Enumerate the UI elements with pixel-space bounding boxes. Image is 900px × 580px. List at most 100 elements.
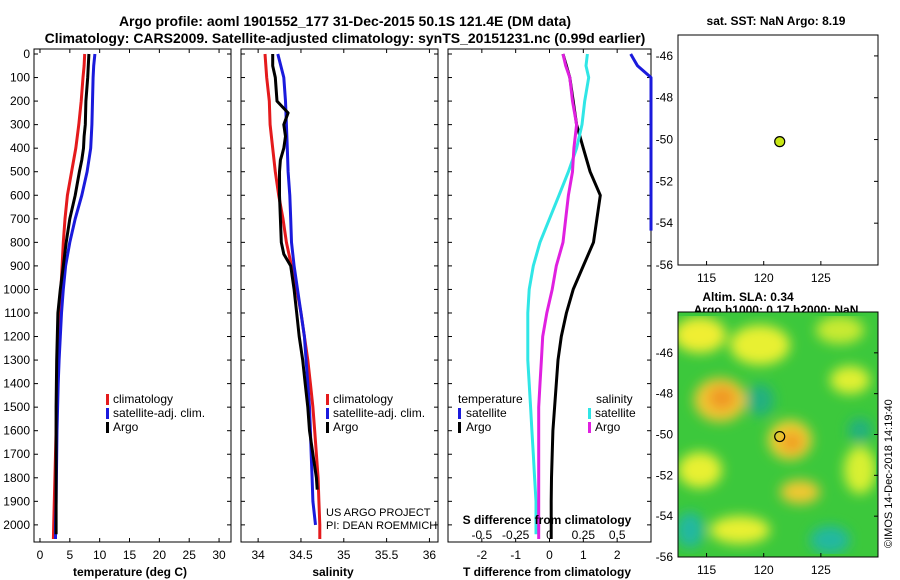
x2-tick-label: -0.25 <box>502 528 530 542</box>
header-line-2: Climatology: CARS2009. Satellite-adjuste… <box>45 30 646 46</box>
legend-swatch-t-argo <box>458 422 461 433</box>
heatmap-blobs <box>678 316 876 554</box>
legend-swatch-climatology <box>326 394 329 405</box>
y-tick-label: -52 <box>656 468 674 482</box>
difference-legend: temperature satellite Argo salinity sate… <box>458 392 636 434</box>
legend-swatch-argo <box>106 422 109 433</box>
legend-temperature-title: temperature <box>458 392 523 406</box>
y-tick-label: -56 <box>656 550 674 564</box>
x-tick-label: 2 <box>614 548 621 562</box>
y-tick-label: -50 <box>656 133 674 147</box>
legend-salinity-title: salinity <box>596 392 633 406</box>
y-tick-label: -46 <box>656 49 674 63</box>
series-line <box>54 53 97 539</box>
sst-map-title: sat. SST: NaN Argo: 8.19 <box>707 14 846 28</box>
credit-pi: PI: DEAN ROEMMICH <box>326 520 437 532</box>
x-tick-label: 125 <box>811 271 831 285</box>
legend-s-satellite: satellite <box>595 406 636 420</box>
x-tick-label: 15 <box>123 548 137 562</box>
series-line <box>526 53 591 535</box>
y-tick-label: -54 <box>656 216 674 230</box>
depth-tick-label: 900 <box>10 259 30 273</box>
salinity-panel-frame <box>240 48 439 543</box>
depth-tick-label: 1400 <box>3 377 30 391</box>
y-tick-label: -48 <box>656 387 674 401</box>
x-tick-label: 0 <box>37 548 44 562</box>
legend-s-argo: Argo <box>595 420 621 434</box>
y-tick-label: -52 <box>656 174 674 188</box>
x-tick-label: 35 <box>337 548 351 562</box>
depth-axis: 0 100 200 300 400 500 600 700 800 900 1000 1100 1200… <box>3 47 651 532</box>
depth-tick-label: 1600 <box>3 424 30 438</box>
depth-tick-label: 1500 <box>3 400 30 414</box>
x2-tick-label: 0.25 <box>572 528 596 542</box>
depth-tick-label: 300 <box>10 118 30 132</box>
x-tick-label: 10 <box>93 548 107 562</box>
depth-tick-label: 600 <box>10 188 30 202</box>
series-line <box>54 53 91 535</box>
y-tick-label: -46 <box>656 346 674 360</box>
depth-tick-label: 1800 <box>3 471 30 485</box>
depth-tick-label: 2000 <box>3 518 30 532</box>
x-tick-label: 0 <box>546 548 553 562</box>
sla-heatmap <box>678 312 878 557</box>
x-tick-label: 120 <box>754 563 774 577</box>
imos-stamp: ©IMOS 14-Dec-2018 14:19:40 <box>883 399 895 548</box>
legend-swatch-s-satellite <box>588 408 591 419</box>
x-tick-label: 5 <box>66 548 73 562</box>
x-tick-label: 125 <box>811 563 831 577</box>
legend-argo: Argo <box>113 420 139 434</box>
depth-tick-label: 700 <box>10 212 30 226</box>
x-tick-label: 115 <box>697 563 716 577</box>
legend-swatch-satellite <box>326 408 329 419</box>
salinity-plot: 34 34.5 35 35.5 36 <box>251 49 436 562</box>
s-difference-xlabel: S difference from climatology <box>463 513 632 527</box>
temperature-plot: 0 5 10 15 20 25 30 <box>37 49 226 562</box>
x-tick-label: 120 <box>754 271 774 285</box>
series-line <box>271 54 319 490</box>
legend-satellite: satellite-adj. clim. <box>113 406 205 420</box>
legend-swatch-s-argo <box>588 422 591 433</box>
sla-map-title: Altim. SLA: 0.34 <box>702 290 794 304</box>
credit-project: US ARGO PROJECT <box>326 507 431 519</box>
temperature-xlabel: temperature (deg C) <box>73 565 187 579</box>
x-tick-label: 25 <box>183 548 197 562</box>
temperature-panel-frame <box>33 48 232 543</box>
y-tick-label: -54 <box>656 509 674 523</box>
sla-map-overlay: 115 120 125 -46 -48 -50 -52 -54 -56 <box>656 346 878 577</box>
depth-tick-label: 1700 <box>3 447 30 461</box>
depth-tick-label: 1000 <box>3 282 30 296</box>
series-line <box>537 53 579 539</box>
legend-satellite: satellite-adj. clim. <box>333 406 425 420</box>
x-tick-label: -2 <box>476 548 487 562</box>
legend-swatch-climatology <box>106 394 109 405</box>
depth-tick-label: 200 <box>10 94 30 108</box>
series-line <box>629 53 653 231</box>
legend-swatch-satellite <box>106 408 109 419</box>
depth-tick-label: 1300 <box>3 353 30 367</box>
depth-tick-label: 800 <box>10 235 30 249</box>
depth-tick-label: 400 <box>10 141 30 155</box>
depth-tick-label: 1200 <box>3 330 30 344</box>
sst-map-frame <box>677 34 879 266</box>
x-tick-label: -1 <box>510 548 521 562</box>
depth-tick-label: 1900 <box>3 494 30 508</box>
x-tick-label: 1 <box>580 548 587 562</box>
x-tick-label: 34.5 <box>289 548 313 562</box>
argo-location-marker <box>774 136 786 148</box>
x-tick-label: 30 <box>212 548 226 562</box>
legend-t-argo: Argo <box>466 420 492 434</box>
salinity-legend: climatology satellite-adj. clim. Argo <box>326 392 425 434</box>
x-tick-label: 115 <box>697 271 716 285</box>
difference-plot: -2 -1 0 1 2 -0.5 -0.25 0 0.25 0.5 <box>471 49 653 562</box>
x-tick-label: 20 <box>153 548 167 562</box>
legend-swatch-t-satellite <box>458 408 461 419</box>
salinity-xlabel: salinity <box>312 565 354 579</box>
x2-tick-label: -0.5 <box>471 528 492 542</box>
legend-swatch-argo <box>326 422 329 433</box>
x2-tick-label: 0.5 <box>609 528 626 542</box>
y-tick-label: -50 <box>656 428 674 442</box>
legend-climatology: climatology <box>333 392 393 406</box>
depth-tick-label: 1100 <box>4 306 30 320</box>
